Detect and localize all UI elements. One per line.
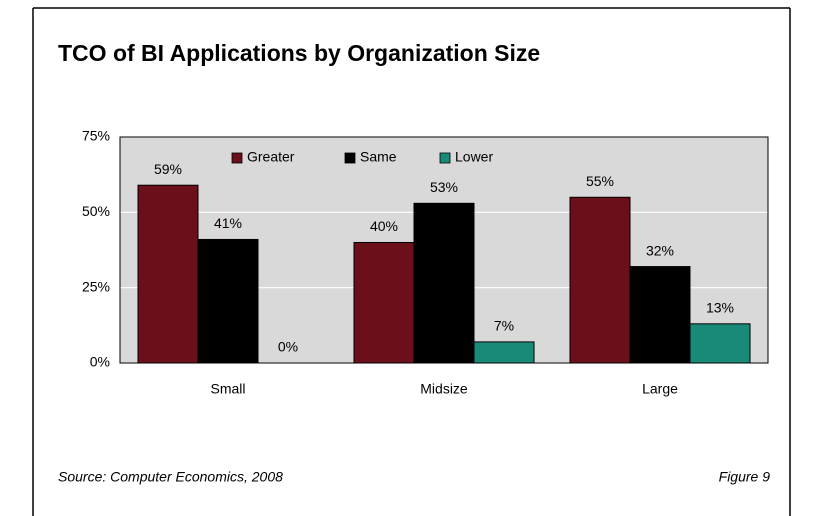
x-tick-label: Small [210,381,245,397]
legend-label: Same [360,149,397,165]
legend-swatch [344,152,356,164]
value-label: 0% [278,339,298,355]
value-label: 40% [370,218,398,234]
value-label: 41% [214,215,242,231]
source-note: Source: Computer Economics, 2008 [58,469,283,485]
value-label: 59% [154,161,182,177]
value-label: 55% [586,173,614,189]
y-tick-label: 25% [82,278,110,294]
value-label: 53% [430,179,458,195]
value-label: 7% [494,318,514,334]
chart-title: TCO of BI Applications by Organization S… [58,40,540,66]
plot-border [119,136,769,364]
value-label: 32% [646,242,674,258]
value-label: 13% [706,300,734,316]
bar [197,238,259,364]
y-tick-label: 0% [90,354,110,370]
figure-label: Figure 9 [719,469,771,485]
bar [689,323,751,364]
x-tick-label: Large [642,381,678,397]
legend-label: Greater [247,149,295,165]
bar [629,266,691,364]
legend-swatch [439,152,451,164]
legend-swatch [231,152,243,164]
y-tick-label: 50% [82,203,110,219]
legend-label: Lower [455,149,493,165]
y-tick-label: 75% [82,128,110,144]
bar [353,241,415,364]
bar [569,196,631,364]
bar [137,184,199,364]
x-tick-label: Midsize [420,381,468,397]
bar [473,341,535,364]
bar [413,202,475,364]
